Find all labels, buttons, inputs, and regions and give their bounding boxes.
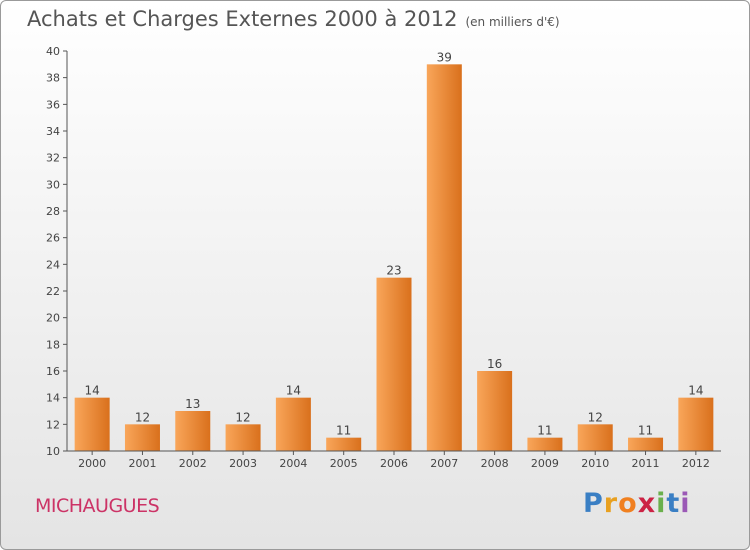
y-tick-label: 12 bbox=[46, 418, 60, 431]
logo-letter: i bbox=[656, 488, 667, 519]
x-tick-label: 2003 bbox=[229, 457, 257, 470]
x-tick-label: 2009 bbox=[531, 457, 559, 470]
y-tick-label: 14 bbox=[46, 392, 60, 405]
y-tick-label: 38 bbox=[46, 72, 60, 85]
y-tick-label: 18 bbox=[46, 338, 60, 351]
x-tick-label: 2004 bbox=[279, 457, 307, 470]
logo-letter: x bbox=[637, 488, 657, 519]
bar-value-label: 12 bbox=[135, 410, 150, 424]
bar-value-label: 12 bbox=[588, 410, 603, 424]
bar bbox=[376, 277, 412, 451]
y-tick-label: 28 bbox=[46, 205, 60, 218]
chart-title: Achats et Charges Externes 2000 à 2012 (e… bbox=[27, 7, 560, 31]
bar-value-label: 14 bbox=[688, 384, 703, 398]
chart-title-text: Achats et Charges Externes 2000 à 2012 bbox=[27, 7, 458, 31]
y-tick-label: 36 bbox=[46, 98, 60, 111]
y-tick-label: 30 bbox=[46, 178, 60, 191]
x-tick-label: 2012 bbox=[682, 457, 710, 470]
x-tick-label: 2006 bbox=[380, 457, 408, 470]
bar bbox=[678, 397, 714, 451]
x-tick-label: 2008 bbox=[481, 457, 509, 470]
proxiti-logo[interactable]: Proxiti bbox=[583, 488, 691, 519]
logo-letter: i bbox=[680, 488, 691, 519]
bar bbox=[275, 397, 311, 451]
logo-letter: P bbox=[583, 488, 604, 519]
y-tick-label: 32 bbox=[46, 152, 60, 165]
x-tick-label: 2007 bbox=[430, 457, 458, 470]
axes-group: 10 12 14 16 18 20 22 24 26 28 30 32 34 36 38 40 2000 2001… bbox=[46, 45, 721, 470]
x-tick-label: 2002 bbox=[179, 457, 207, 470]
bar-value-label: 11 bbox=[336, 424, 351, 438]
y-tick-label: 34 bbox=[46, 125, 60, 138]
bar bbox=[477, 371, 513, 451]
bar bbox=[124, 424, 160, 451]
x-tick-label: 2005 bbox=[330, 457, 358, 470]
x-tick-label: 2000 bbox=[78, 457, 106, 470]
y-tick-label: 16 bbox=[46, 365, 60, 378]
chart-unit: (en milliers d'€) bbox=[465, 15, 560, 29]
y-tick-label: 24 bbox=[46, 258, 60, 271]
x-tick-label: 2010 bbox=[581, 457, 609, 470]
bar-value-label: 16 bbox=[487, 357, 502, 371]
x-tick-label: 2011 bbox=[632, 457, 660, 470]
bar-value-label: 12 bbox=[235, 410, 250, 424]
bar-value-label: 23 bbox=[386, 264, 401, 278]
bar-value-label: 11 bbox=[537, 424, 552, 438]
bar-value-label: 14 bbox=[286, 384, 301, 398]
logo-letter: r bbox=[603, 488, 619, 519]
bar-value-label: 13 bbox=[185, 397, 200, 411]
y-tick-label: 10 bbox=[46, 445, 60, 458]
y-tick-label: 22 bbox=[46, 285, 60, 298]
bar-value-label: 14 bbox=[85, 384, 100, 398]
y-tick-label: 26 bbox=[46, 232, 60, 245]
bar bbox=[527, 437, 563, 451]
bars-group: 14 12 13 12 14 11 23 39 16 11 12 11 14 bbox=[74, 50, 714, 452]
bar bbox=[326, 437, 362, 451]
bar bbox=[225, 424, 261, 451]
logo-letter: t bbox=[666, 488, 681, 519]
bar bbox=[577, 424, 613, 451]
bar bbox=[74, 397, 110, 451]
bar bbox=[175, 411, 211, 451]
y-tick-label: 40 bbox=[46, 45, 60, 58]
bar bbox=[628, 437, 664, 451]
location-name: MICHAUGUES bbox=[35, 495, 160, 517]
bar bbox=[426, 64, 462, 452]
bar-value-label: 11 bbox=[638, 424, 653, 438]
logo-letter: o bbox=[618, 488, 638, 519]
x-tick-label: 2001 bbox=[128, 457, 156, 470]
y-tick-label: 20 bbox=[46, 312, 60, 325]
bar-value-label: 39 bbox=[437, 50, 452, 64]
